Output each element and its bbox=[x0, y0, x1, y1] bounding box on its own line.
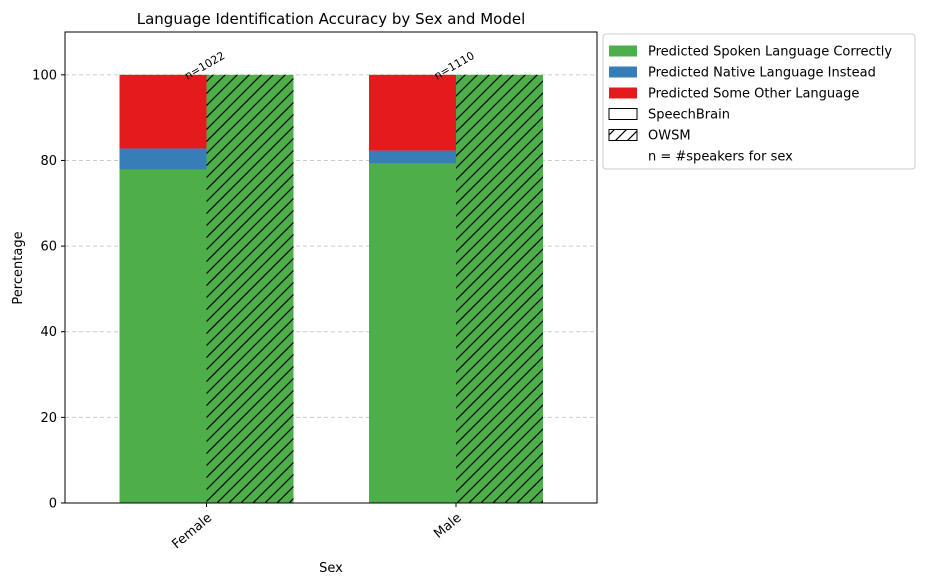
legend-swatch bbox=[609, 66, 637, 78]
legend-label: n = #speakers for sex bbox=[648, 150, 793, 165]
bar-segment bbox=[119, 169, 207, 503]
legend-frame bbox=[602, 33, 916, 170]
bars bbox=[119, 74, 543, 504]
x-tick-label: Male bbox=[431, 511, 464, 542]
y-tick-label: 20 bbox=[40, 411, 57, 426]
legend: Predicted Spoken Language Correctly Predi… bbox=[602, 33, 916, 170]
y-axis: 0 20 40 60 80 100 bbox=[32, 68, 65, 512]
plot-frame bbox=[64, 31, 598, 504]
bar-segment bbox=[119, 74, 207, 149]
x-tick-label: Female bbox=[169, 511, 215, 553]
legend-label: Predicted Spoken Language Correctly bbox=[648, 45, 892, 60]
bar-segment bbox=[369, 150, 456, 164]
legend-swatch bbox=[608, 108, 638, 120]
bar-segment bbox=[119, 148, 207, 170]
chart-title: Language Identification Accuracy by Sex … bbox=[137, 10, 525, 28]
y-tick-label: 60 bbox=[40, 240, 57, 255]
legend-label: Predicted Some Other Language bbox=[648, 87, 859, 102]
bar-hatch bbox=[206, 74, 294, 504]
y-axis-label: Percentage bbox=[11, 231, 26, 304]
legend-swatch bbox=[609, 45, 637, 57]
y-tick-label: 40 bbox=[40, 325, 57, 340]
legend-label: Predicted Native Language Instead bbox=[648, 66, 876, 81]
legend-swatch-hatch bbox=[608, 129, 638, 141]
x-axis: Female Male bbox=[169, 503, 465, 553]
x-axis-label: Sex bbox=[319, 561, 343, 576]
y-tick-label: 80 bbox=[40, 154, 57, 169]
legend-label: SpeechBrain bbox=[648, 108, 730, 123]
legend-label: OWSM bbox=[648, 129, 691, 144]
bar-segment bbox=[369, 163, 456, 503]
y-tick-label: 0 bbox=[49, 497, 57, 512]
legend-swatch bbox=[609, 87, 637, 99]
bar-segment bbox=[369, 74, 456, 151]
y-tick-label: 100 bbox=[32, 68, 57, 83]
bar-hatch bbox=[456, 74, 543, 504]
